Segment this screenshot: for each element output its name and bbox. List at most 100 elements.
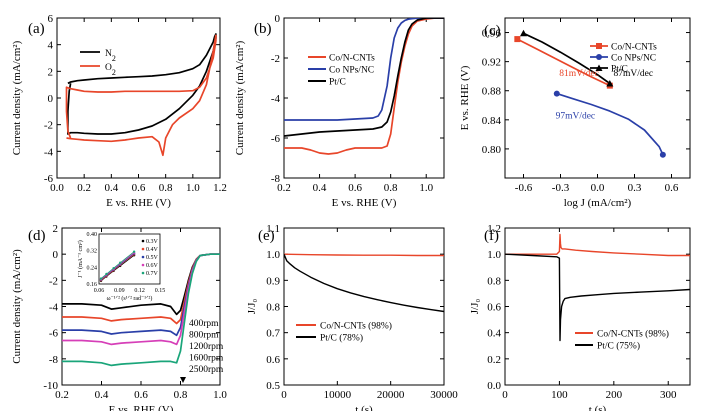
panel-label: (d)	[28, 228, 46, 244]
y-tick-label: 0.8	[487, 275, 501, 287]
y-tick-label: 1.0	[266, 249, 280, 261]
y-axis-label: J/J₀	[246, 299, 258, 315]
y-tick-label: 1.1	[266, 223, 280, 235]
x-tick-label: 30000	[430, 389, 458, 401]
inset-data-point	[132, 250, 136, 253]
x-tick-label: 0.4	[95, 389, 109, 401]
inset-legend-marker	[141, 271, 145, 275]
panel-label: (a)	[28, 21, 45, 37]
legend-subscript: 2	[112, 68, 116, 77]
x-axis-label: E vs. RHE (V)	[109, 404, 174, 411]
inset-x-tick-label: 0.15	[155, 288, 166, 294]
x-tick-label: 0.8	[174, 389, 188, 401]
legend-label: 1200rpm	[189, 342, 224, 352]
legend-marker	[596, 43, 602, 49]
x-axis-label: log J (mA/cm²)	[564, 197, 632, 209]
data-point	[553, 90, 560, 97]
y-tick-label: 0.80	[482, 144, 502, 156]
y-tick-label: 1.0	[487, 249, 501, 261]
x-tick-label: 0.2	[55, 389, 69, 401]
series-line	[284, 253, 444, 313]
inset-data-point	[105, 272, 108, 276]
inset-y-tick-label: 0.32	[87, 249, 98, 255]
legend-label: Pt/C	[329, 78, 346, 88]
x-tick-label: 0.4	[313, 182, 327, 194]
series-line	[516, 38, 611, 87]
x-tick-label: 10000	[324, 389, 352, 401]
y-tick-label: 0.7	[266, 328, 280, 340]
x-tick-label: 0.6	[132, 182, 146, 194]
chart-panel: 0.2 0.4 0.6 0.8 1.0 -8 -6 -4 -2 0 E vs. RHE (V) Cur…	[234, 13, 445, 209]
y-tick-label: 0	[48, 93, 54, 105]
inset-legend-label: 0.6V	[146, 263, 159, 269]
y-tick-label: 4	[48, 40, 54, 52]
data-point	[606, 79, 614, 87]
panel-label: (f)	[484, 228, 499, 244]
legend-label: N2	[105, 49, 116, 63]
plot-frame	[283, 227, 445, 386]
x-tick-label: 0.2	[77, 182, 91, 194]
series-line	[505, 233, 690, 257]
y-tick-label: 0.8	[266, 302, 280, 314]
inset-data-point	[112, 266, 115, 270]
slope-annotation: 97mV/dec	[556, 111, 596, 121]
x-tick-label: 1.0	[186, 182, 200, 194]
series-line	[62, 253, 220, 367]
y-tick-label: -8	[271, 173, 281, 185]
inset-y-tick-label: 0.40	[87, 232, 98, 238]
y-tick-label: 0	[53, 249, 59, 261]
x-tick-label: 0	[502, 389, 508, 401]
series-line	[284, 18, 444, 137]
legend-label: Co/N-CNTs	[611, 43, 657, 53]
x-tick-label: 0.8	[384, 182, 398, 194]
legend-subscript: 2	[112, 54, 116, 63]
legend-marker	[596, 54, 602, 60]
x-tick-label: 0.4	[104, 182, 118, 194]
slope-annotation: 81mV/dec	[559, 69, 599, 79]
x-tick-label: 1.2	[213, 182, 227, 194]
data-point	[514, 36, 521, 43]
x-axis-label: E vs. RHE (V)	[332, 197, 397, 209]
x-tick-label: 0	[281, 389, 287, 401]
legend-label: O2	[105, 63, 116, 77]
y-axis-label: Current density (mA/cm²)	[234, 40, 246, 155]
chart-panel: 0.2 0.4 0.6 0.8 1.0 -10 -8 -6 -4 -2 0 2 E vs. RHE (V…	[11, 223, 227, 411]
inset-x-tick-label: 0.06	[94, 288, 105, 294]
inset-x-tick-label: 0.12	[134, 288, 145, 294]
x-tick-label: 300	[660, 389, 677, 401]
inset-legend-marker	[141, 255, 145, 259]
slope-annotation: 87mV/dec	[614, 69, 654, 79]
x-tick-label: 0.6	[134, 389, 148, 401]
x-tick-label: -0.3	[552, 182, 570, 194]
inset-y-tick-label: 0.24	[87, 265, 98, 271]
series-line	[505, 253, 690, 342]
y-tick-label: 0.9	[266, 275, 280, 287]
y-tick-label: -6	[271, 133, 281, 145]
y-tick-label: -6	[44, 173, 54, 185]
x-tick-label: 0.0	[591, 182, 605, 194]
legend-label: Co NPs/NC	[611, 54, 656, 64]
y-axis-label: J/J₀	[469, 299, 481, 315]
chart-panel: 0.0 0.2 0.4 0.6 0.8 1.0 1.2 -6 -4 -2 0 2 4 6 E vs. RHE…	[11, 13, 227, 209]
legend-label: Co/N-CNTs (98%)	[320, 321, 392, 332]
series-line	[523, 32, 611, 85]
x-tick-label: 0.6	[348, 182, 362, 194]
inset-legend-marker	[141, 239, 145, 243]
inset-legend-label: 0.5V	[146, 255, 159, 261]
panel-label: (c)	[484, 23, 501, 39]
y-tick-label: -4	[271, 93, 281, 105]
y-tick-label: -2	[271, 53, 280, 65]
legend-label: 800rpm	[189, 331, 219, 341]
inset-y-axis-label: J⁻¹ (mA⁻¹ cm²)	[77, 240, 84, 277]
x-tick-label: 0.3	[628, 182, 642, 194]
y-tick-label: 2	[48, 66, 54, 78]
chart-panel: -0.6 -0.3 0.0 0.3 0.6 0.80 0.84 0.88 0.92 0.96 log…	[459, 17, 691, 209]
y-tick-label: -8	[49, 354, 59, 366]
data-point	[520, 29, 527, 37]
x-tick-label: -0.6	[515, 182, 533, 194]
y-tick-label: 0.6	[487, 302, 501, 314]
y-tick-label: 0.4	[487, 328, 501, 340]
y-axis-label: Current density (mA/cm²)	[11, 249, 23, 364]
y-tick-label: -6	[49, 328, 59, 340]
x-axis-label: E vs. RHE (V)	[106, 197, 171, 209]
